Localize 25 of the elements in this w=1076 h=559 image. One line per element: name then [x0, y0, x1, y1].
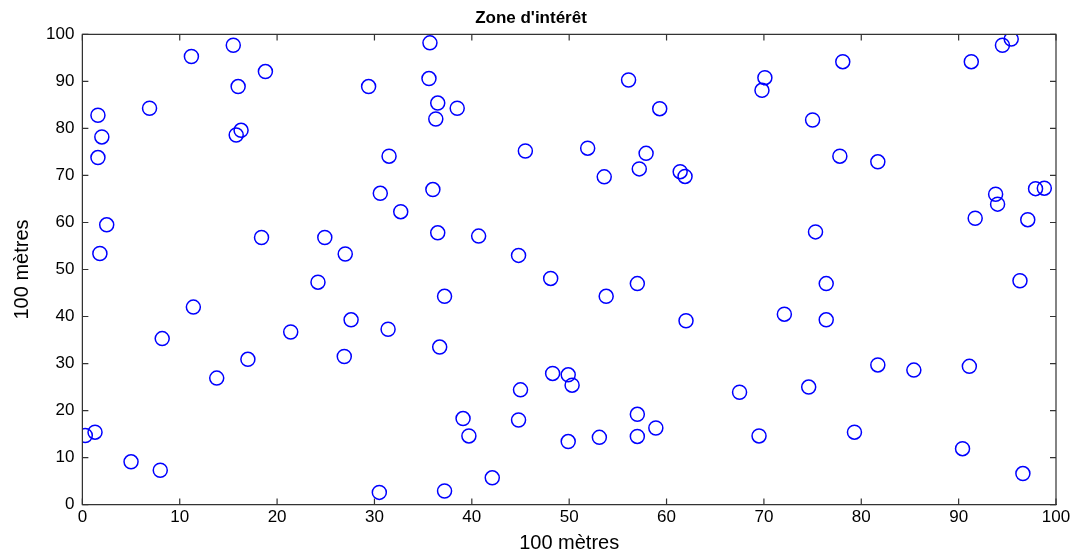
y-tick-label: 100	[45, 24, 75, 44]
y-tick-label: 10	[55, 447, 75, 467]
x-tick-label: 0	[77, 507, 88, 527]
y-tick-label: 0	[64, 494, 75, 514]
x-tick-label: 80	[851, 507, 871, 527]
x-tick-label: 100	[1041, 507, 1071, 527]
x-tick-label: 20	[267, 507, 287, 527]
y-tick-label: 50	[55, 259, 75, 279]
y-tick-label: 90	[55, 71, 75, 91]
y-tick-label: 60	[55, 212, 75, 232]
y-tick-label: 30	[55, 353, 75, 373]
x-tick-label: 40	[462, 507, 482, 527]
chart-title: Zone d'intérêt	[475, 7, 588, 27]
y-tick-label: 80	[55, 118, 75, 138]
y-axis-title: 100 mètres	[9, 219, 32, 320]
x-tick-label: 10	[170, 507, 190, 527]
x-tick-label: 50	[559, 507, 579, 527]
y-tick-label: 70	[55, 165, 75, 185]
x-tick-label: 90	[949, 507, 969, 527]
y-tick-label: 40	[55, 306, 75, 326]
x-tick-label: 60	[657, 507, 677, 527]
x-tick-label: 70	[754, 507, 774, 527]
x-tick-label: 30	[364, 507, 384, 527]
x-axis-title: 100 mètres	[519, 530, 620, 553]
y-tick-label: 20	[55, 400, 75, 420]
